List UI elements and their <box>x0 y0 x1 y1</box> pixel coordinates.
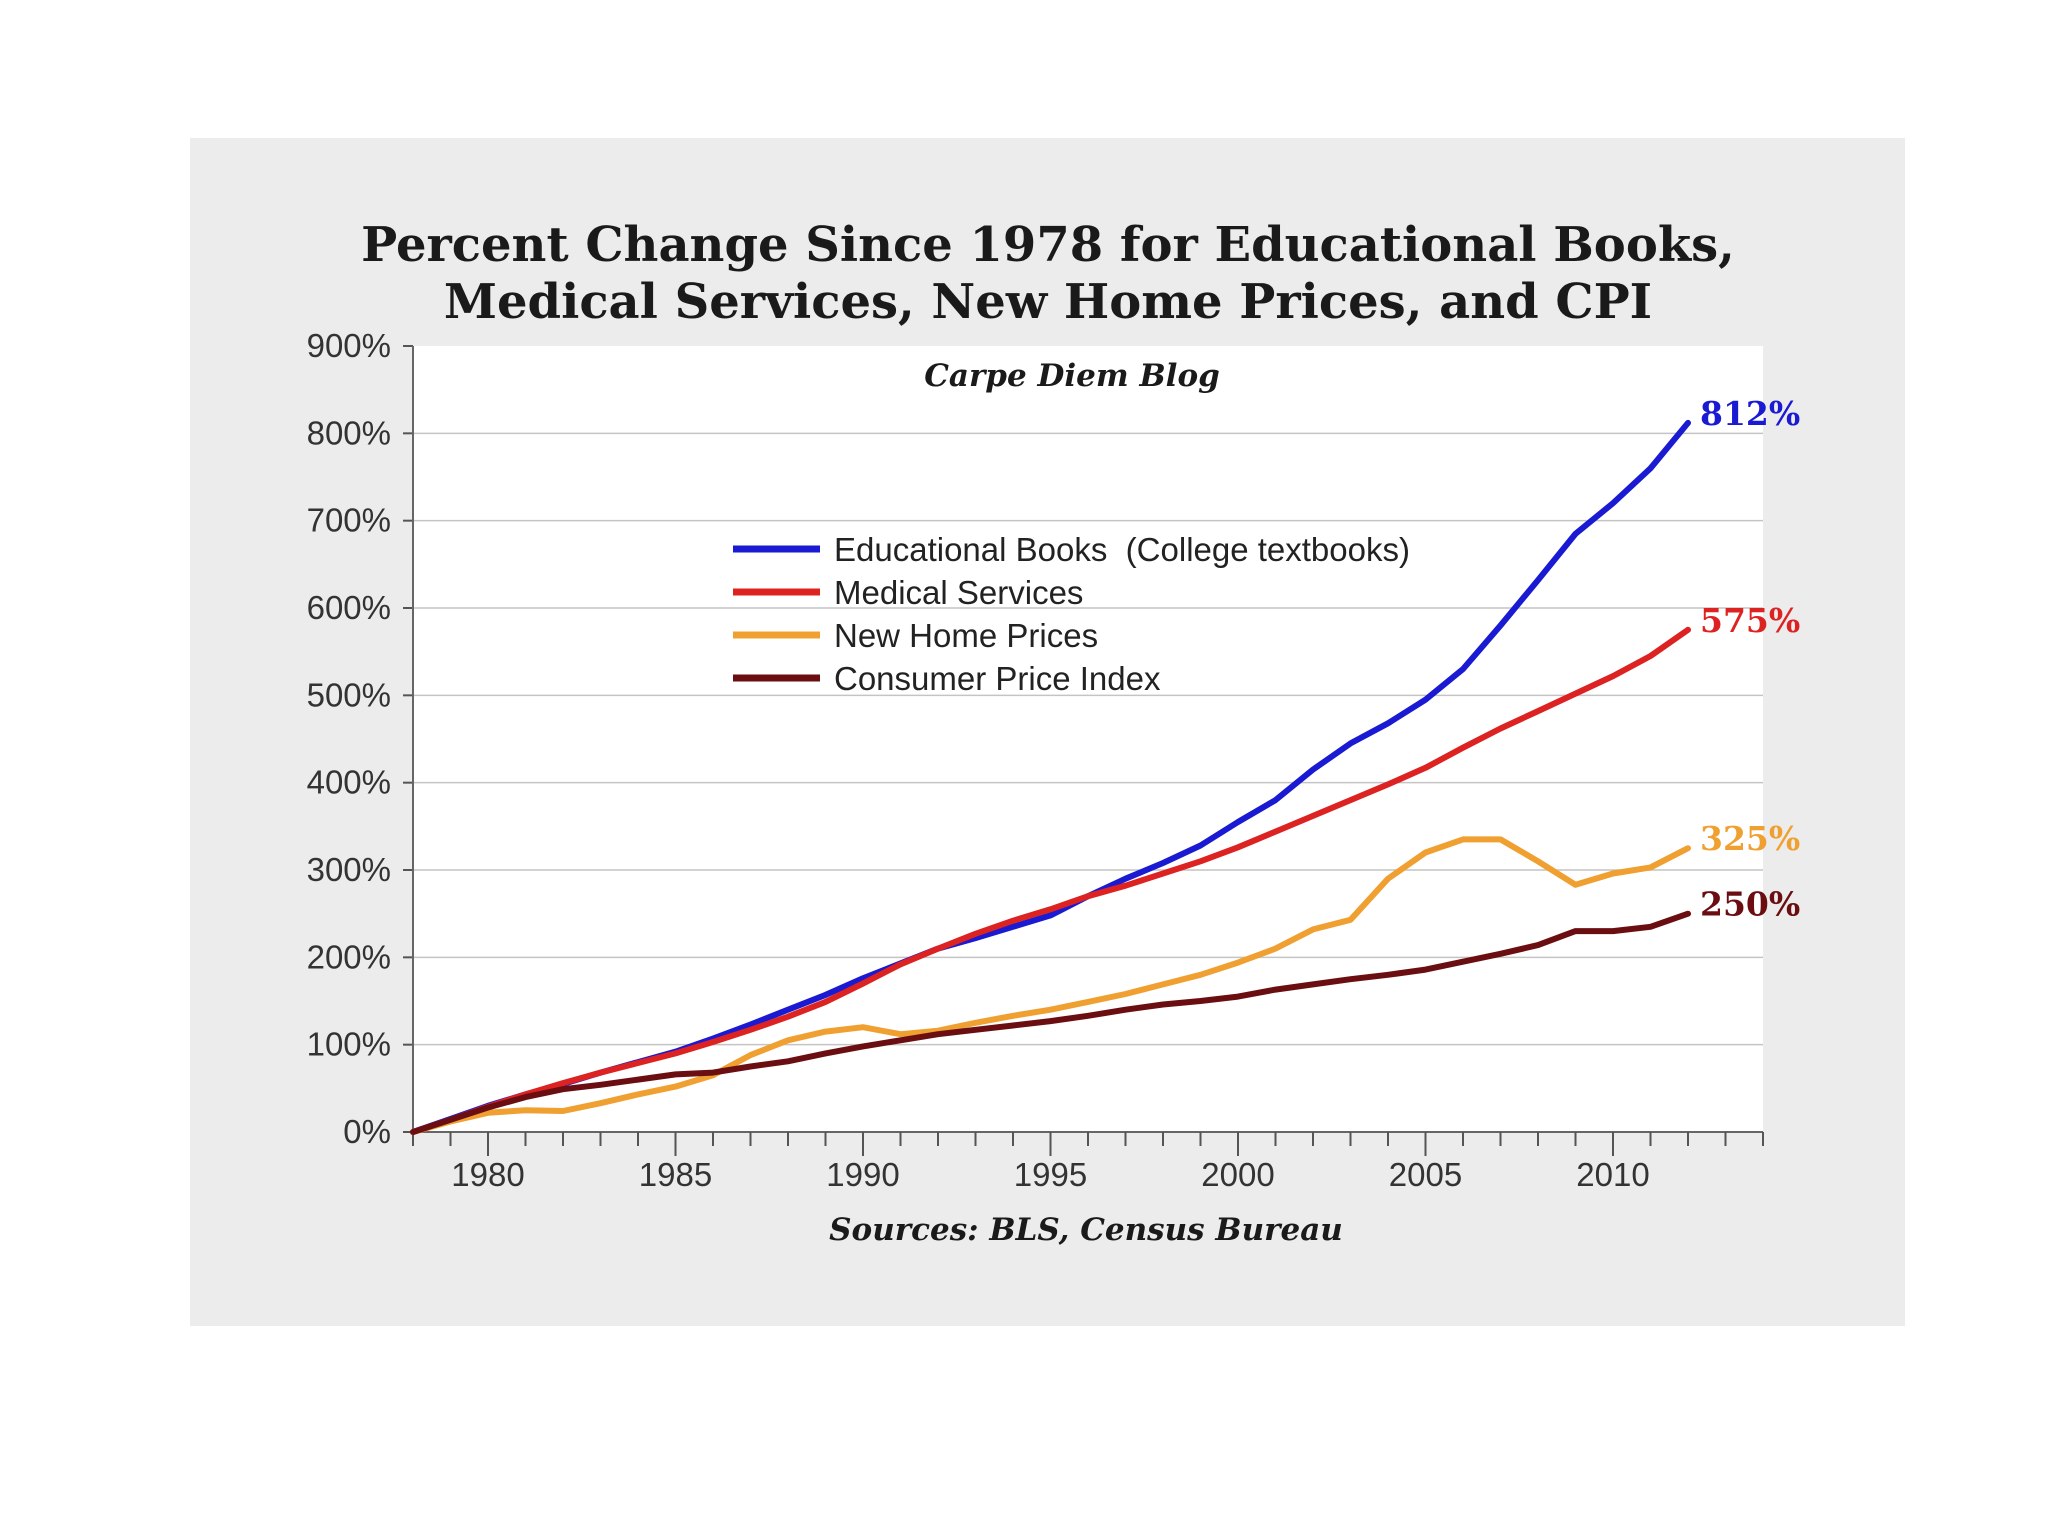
x-tick-label: 2010 <box>1576 1156 1649 1193</box>
legend-label-3: Consumer Price Index <box>834 660 1161 697</box>
y-tick-label: 400% <box>307 764 391 801</box>
y-tick-label: 600% <box>307 589 391 626</box>
y-tick-label: 100% <box>307 1026 391 1063</box>
y-tick-label: 500% <box>307 676 391 713</box>
legend-label-1: Medical Services <box>834 574 1083 611</box>
y-tick-label: 200% <box>307 938 391 975</box>
chart-title-line-1: Percent Change Since 1978 for Educationa… <box>361 217 1735 273</box>
y-tick-label: 0% <box>343 1113 391 1150</box>
chart-source: Sources: BLS, Census Bureau <box>829 1212 1343 1248</box>
axes: 0% 100% 200% 300% 400% 500% 600% 700% 800% 900% 19… <box>307 327 1764 1193</box>
x-tick-label: 2000 <box>1201 1156 1274 1193</box>
end-labels: 812% 575% 325% 250% <box>1700 394 1800 924</box>
end-value-label-2: 325% <box>1700 819 1800 858</box>
x-tick-label: 2005 <box>1389 1156 1462 1193</box>
legend-label-2: New Home Prices <box>834 617 1098 654</box>
legend-label-0: Educational Books (College textbooks) <box>834 531 1410 568</box>
series-line-3 <box>410 910 1691 1135</box>
series-line-1 <box>410 626 1691 1135</box>
y-tick-label: 700% <box>307 502 391 539</box>
x-tick-label: 1995 <box>1014 1156 1087 1193</box>
x-tick-label: 1985 <box>639 1156 712 1193</box>
grid-lines <box>413 432 1763 1046</box>
y-tick-label: 300% <box>307 851 391 888</box>
y-tick-label: 900% <box>307 327 391 364</box>
series-line-2 <box>410 836 1691 1135</box>
series-lines <box>410 419 1691 1135</box>
chart-subtitle: Carpe Diem Blog <box>924 358 1220 394</box>
legend: Educational Books (College textbooks) Med… <box>733 531 1410 697</box>
chart-title-line-2: Medical Services, New Home Prices, and C… <box>444 274 1652 330</box>
y-tick-label: 800% <box>307 414 391 451</box>
x-tick-label: 1980 <box>451 1156 524 1193</box>
end-value-label-1: 575% <box>1700 601 1800 640</box>
x-tick-label: 1990 <box>826 1156 899 1193</box>
end-value-label-0: 812% <box>1700 394 1800 433</box>
end-value-label-3: 250% <box>1700 885 1800 924</box>
